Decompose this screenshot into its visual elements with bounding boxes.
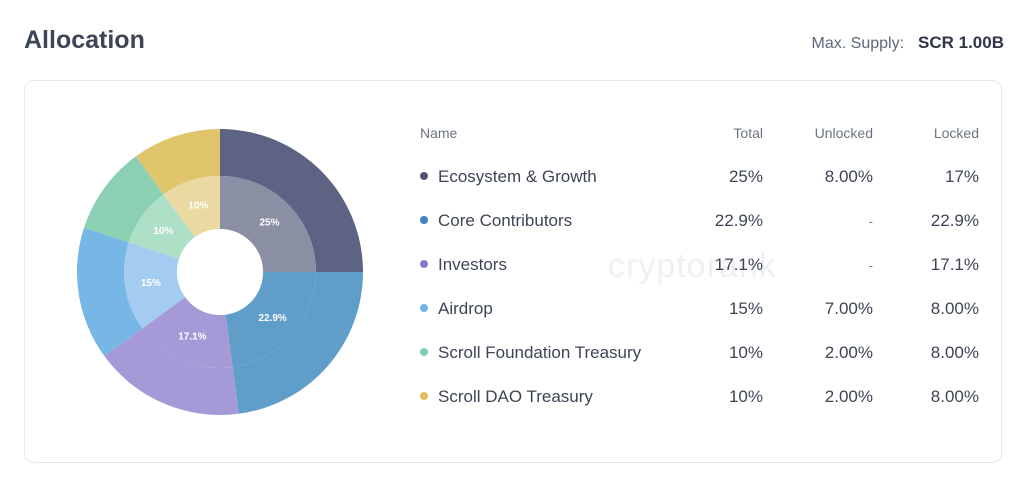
- table-row: Core Contributors 22.9% - 22.9%: [410, 199, 979, 243]
- table-row: Scroll Foundation Treasury 10% 2.00% 8.00%: [410, 331, 979, 375]
- header-unlocked: Unlocked: [814, 125, 873, 141]
- row-name: Airdrop: [410, 287, 675, 331]
- slice-data-label: 10%: [153, 226, 173, 237]
- legend-dot-icon: [420, 171, 428, 180]
- table-row: Ecosystem & Growth 25% 8.00% 17%: [410, 155, 979, 199]
- row-total: 15%: [728, 299, 763, 318]
- row-unlocked: 8.00%: [763, 155, 873, 199]
- row-unlocked-value: 7.00%: [824, 299, 873, 318]
- row-unlocked: 2.00%: [763, 331, 873, 375]
- slice-inner[interactable]: [225, 272, 316, 368]
- row-locked: 17.1%: [930, 255, 979, 274]
- slice-inner[interactable]: [142, 297, 233, 368]
- slice-data-label: 10%: [188, 200, 208, 211]
- legend-dot-icon: [420, 391, 428, 400]
- table-row: Scroll DAO Treasury 10% 2.00% 8.00%: [410, 375, 979, 419]
- slice-outer[interactable]: [232, 272, 363, 414]
- table-row: Investors 17.1% - 17.1%: [410, 243, 979, 287]
- row-name: Core Contributors: [410, 199, 675, 243]
- page-title: Allocation: [24, 26, 145, 54]
- row-total: 25%: [728, 167, 763, 186]
- slice-inner[interactable]: [124, 242, 186, 329]
- allocation-card: cryptorank 25% 22.9% 17.1% 15% 10% 10% Name T…: [24, 80, 1002, 463]
- row-unlocked-value: 2.00%: [824, 343, 873, 362]
- row-name: Scroll Foundation Treasury: [410, 331, 675, 375]
- donut-hole: [177, 229, 263, 315]
- row-name-label: Airdrop: [438, 299, 493, 318]
- row-unlocked-value: -: [868, 257, 873, 273]
- row-unlocked: 2.00%: [763, 375, 873, 419]
- row-unlocked: 7.00%: [763, 287, 873, 331]
- row-unlocked: -: [763, 243, 873, 287]
- slice-data-label: 22.9%: [258, 313, 286, 324]
- row-total: 17.1%: [714, 255, 763, 274]
- row-name-label: Scroll Foundation Treasury: [438, 343, 642, 362]
- row-locked: 17%: [944, 167, 979, 186]
- row-locked: 8.00%: [930, 387, 979, 406]
- row-locked: 22.9%: [930, 211, 979, 230]
- max-supply: Max. Supply: SCR 1.00B: [812, 33, 1004, 53]
- row-unlocked-value: 8.00%: [824, 167, 873, 186]
- row-name: Investors: [410, 243, 675, 287]
- slice-inner[interactable]: [163, 176, 220, 238]
- row-name-label: Scroll DAO Treasury: [438, 387, 593, 406]
- row-unlocked-value: 2.00%: [824, 387, 873, 406]
- row-total: 10%: [728, 387, 763, 406]
- slice-outer[interactable]: [77, 227, 143, 357]
- row-name: Ecosystem & Growth: [410, 155, 675, 199]
- row-total: 22.9%: [714, 211, 763, 230]
- row-total: 10%: [728, 343, 763, 362]
- header-name: Name: [420, 125, 458, 141]
- legend-dot-icon: [420, 259, 428, 268]
- row-locked: 8.00%: [930, 299, 979, 318]
- slice-data-label: 17.1%: [178, 331, 206, 342]
- slice-outer[interactable]: [220, 129, 363, 272]
- slice-inner[interactable]: [220, 176, 316, 272]
- row-name-label: Ecosystem & Growth: [438, 167, 597, 186]
- row-unlocked: -: [763, 199, 873, 243]
- row-name-label: Investors: [438, 255, 507, 274]
- slice-outer[interactable]: [104, 328, 239, 415]
- header-total: Total: [733, 125, 763, 141]
- allocation-donut-chart: 25% 22.9% 17.1% 15% 10% 10%: [77, 129, 363, 415]
- row-locked: 8.00%: [930, 343, 979, 362]
- slice-data-label: 25%: [259, 218, 279, 229]
- slice-data-label: 15%: [141, 278, 161, 289]
- legend-dot-icon: [420, 303, 428, 312]
- max-supply-value: SCR 1.00B: [918, 33, 1004, 52]
- legend-dot-icon: [420, 347, 428, 356]
- row-unlocked-value: -: [868, 213, 873, 229]
- legend-dot-icon: [420, 215, 428, 224]
- allocation-table: Name Total Unlocked Locked Ecosystem & G…: [410, 111, 979, 419]
- max-supply-label: Max. Supply:: [811, 35, 905, 52]
- slice-outer[interactable]: [83, 156, 164, 243]
- table-row: Airdrop 15% 7.00% 8.00%: [410, 287, 979, 331]
- row-name: Scroll DAO Treasury: [410, 375, 675, 419]
- header-locked: Locked: [933, 125, 979, 141]
- table-header-row: Name Total Unlocked Locked: [410, 111, 979, 155]
- row-name-label: Core Contributors: [438, 211, 573, 230]
- slice-inner[interactable]: [128, 194, 195, 259]
- slice-outer[interactable]: [135, 129, 220, 195]
